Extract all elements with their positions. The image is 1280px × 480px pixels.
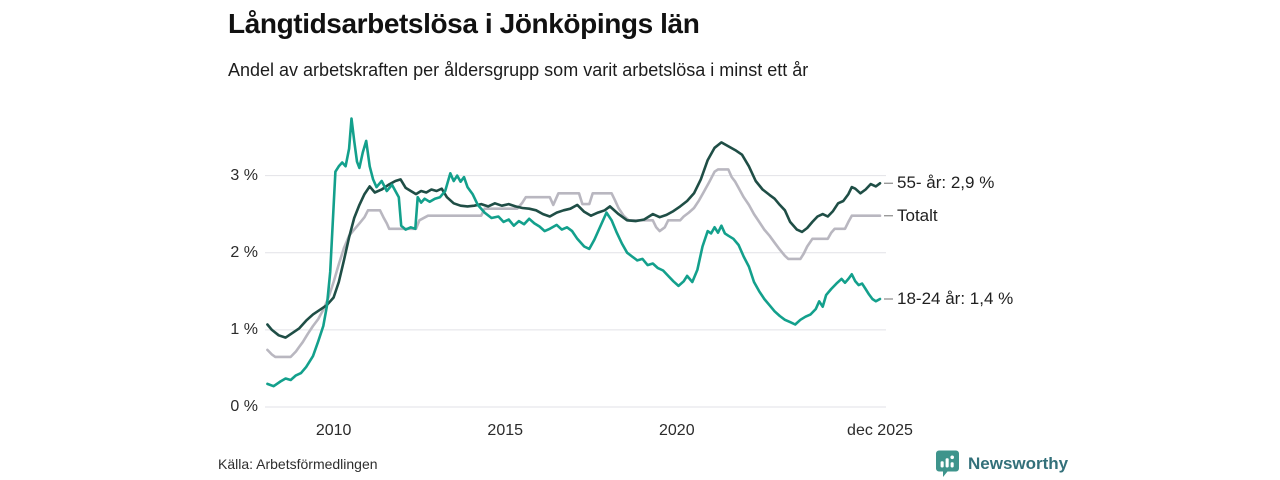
- y-axis-tick-label: 0 %: [230, 398, 258, 415]
- y-axis-tick-label: 3 %: [230, 166, 258, 184]
- x-axis-tick-label: 2015: [487, 422, 524, 439]
- source-caption: Källa: Arbetsförmedlingen: [218, 456, 378, 472]
- page-title: Långtidsarbetslösa i Jönköpings län: [228, 8, 700, 39]
- series-end-label-totalt: Totalt: [897, 205, 938, 225]
- x-axis-tick-label: 2020: [659, 422, 695, 439]
- series-end-label-18-24: 18-24 år: 1,4 %: [897, 289, 1014, 308]
- x-axis-tick-label: dec 2025: [847, 422, 913, 439]
- newsworthy-logo[interactable]: Newsworthy: [936, 450, 1068, 478]
- y-axis-tick-label: 1 %: [230, 320, 258, 338]
- series-end-label-55: 55- år: 2,9 %: [897, 173, 995, 193]
- newsworthy-logo-icon: [936, 450, 959, 477]
- y-axis-tick-label: 2 %: [230, 243, 258, 261]
- chart-subtitle: Andel av arbetskraften per åldersgrupp s…: [228, 60, 809, 80]
- x-axis-tick-label: 2010: [315, 422, 352, 439]
- newsworthy-wordmark: Newsworthy: [968, 454, 1069, 473]
